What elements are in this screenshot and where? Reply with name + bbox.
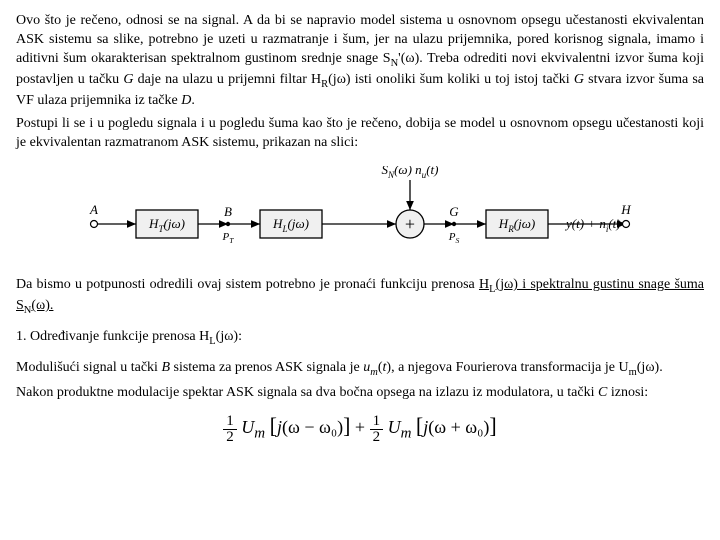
svg-text:PS: PS	[448, 231, 460, 245]
svg-text:SN(ω) nu(t): SN(ω) nu(t)	[382, 166, 439, 180]
svg-text:A: A	[89, 202, 98, 217]
svg-text:H: H	[620, 202, 631, 217]
paragraph-1: Ovo što je rečeno, odnosi se na signal. …	[16, 12, 704, 111]
svg-text:B: B	[224, 204, 232, 219]
paragraph-3: Da bismo u potpunosti odredili ovaj sist…	[16, 276, 704, 318]
heading-1: 1. Određivanje funkcije prenosa HL(jω):	[16, 328, 704, 349]
svg-text:y(t) + ni(t): y(t) + ni(t)	[564, 216, 621, 234]
equation-1: 12 Um [j(ω − ω₀)] + 12 Um [j(ω + ω₀)]	[16, 411, 704, 444]
paragraph-2: Postupi li se i u pogledu signala i u po…	[16, 115, 704, 153]
paragraph-5: Nakon produktne modulacije spektar ASK s…	[16, 384, 704, 403]
block-diagram: AHT(jω)BPTHL(jω)+GPSHR(jω)HSN(ω) nu(t)y(…	[80, 166, 640, 262]
paragraph-4: Modulišući signal u tački B sistema za p…	[16, 359, 704, 380]
svg-text:G: G	[449, 204, 459, 219]
svg-text:+: +	[405, 214, 415, 234]
svg-text:PT: PT	[221, 231, 234, 245]
